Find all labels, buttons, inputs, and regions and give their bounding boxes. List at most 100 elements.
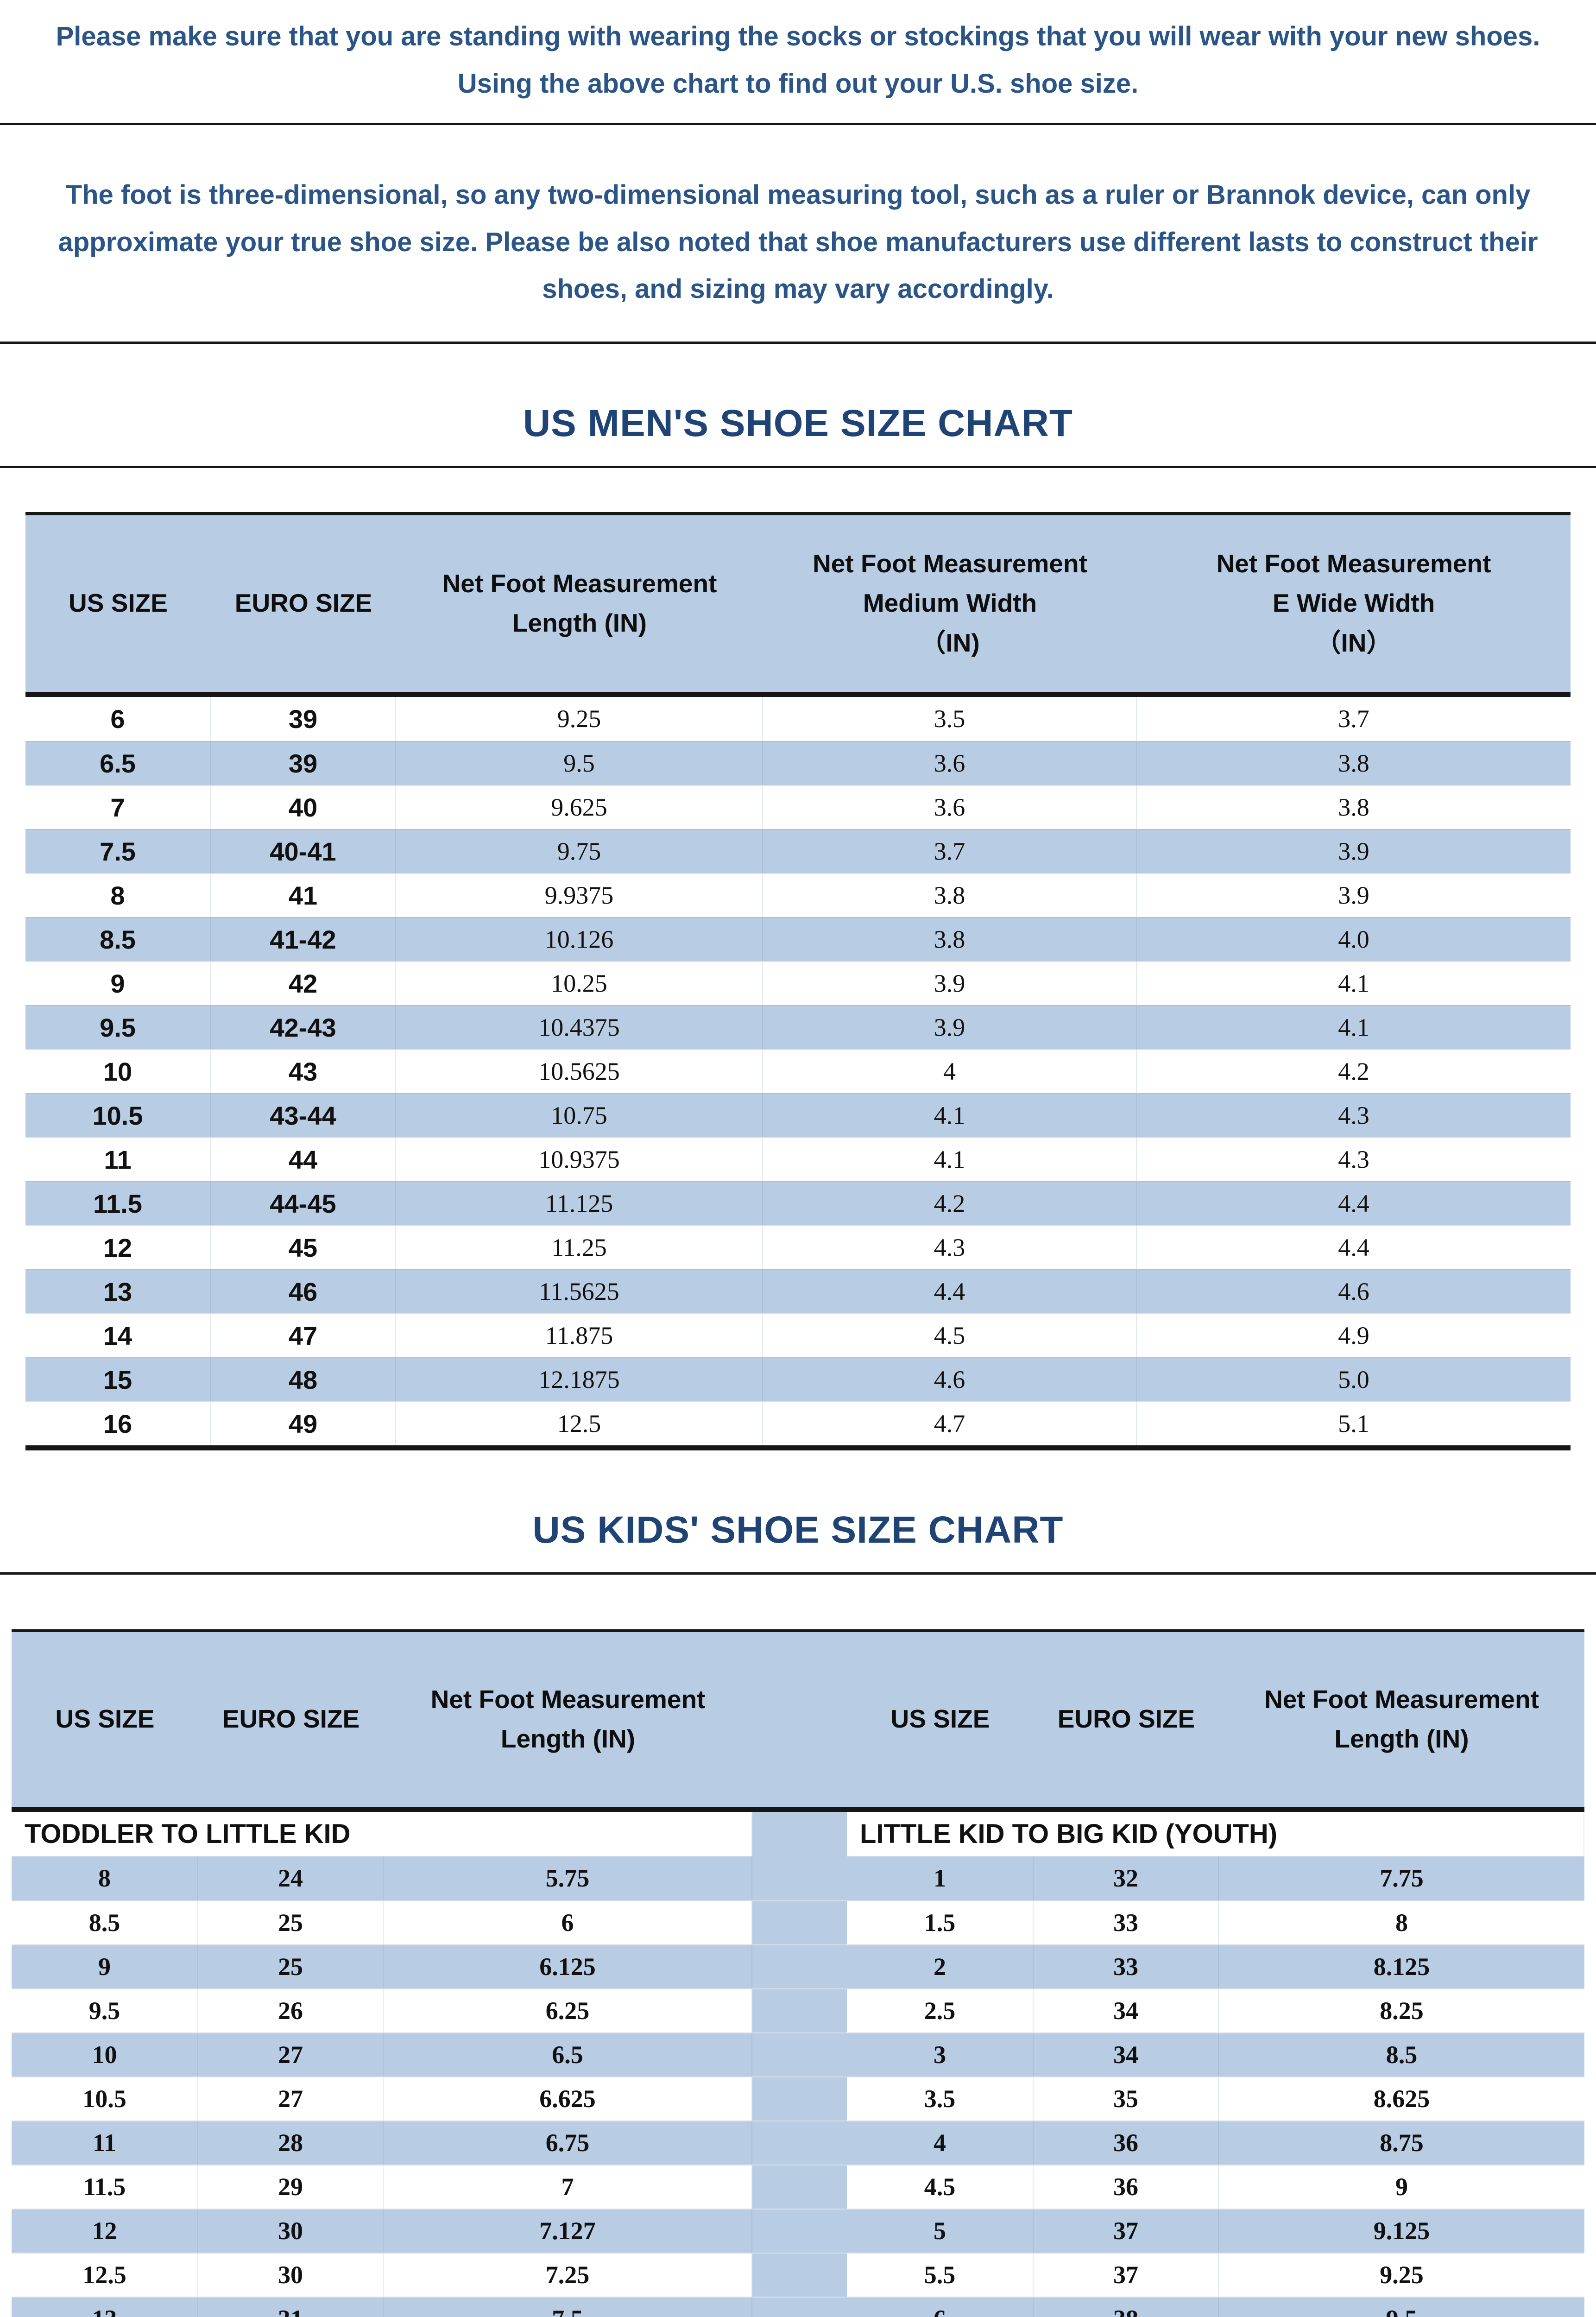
kids-table-cell: 12 [12, 2209, 198, 2253]
kids-gutter-cell [752, 2077, 847, 2121]
disclaimer-text: The foot is three-dimensional, so any tw… [58, 180, 1538, 304]
mens-table-row: 7.5 40-41 9.75 3.7 3.9 [25, 829, 1571, 873]
kids-table-cell: 26 [198, 1989, 384, 2032]
mens-header-medium-width: Net Foot Measurement Medium Width （IN) [813, 549, 1087, 657]
mens-table-cell: 4.6 [763, 1358, 1137, 1401]
kids-table-cell: 5.75 [384, 1856, 752, 1900]
kids-table-cell: 8.5 [12, 1901, 198, 1944]
mens-table-row: 6.5 39 9.5 3.6 3.8 [25, 741, 1571, 785]
mens-table-cell: 39 [211, 741, 396, 785]
kids-right-header-us-size: US SIZE [890, 1704, 990, 1734]
divider-4 [0, 1572, 1596, 1575]
kids-table-cell: 6.75 [384, 2121, 752, 2165]
kids-gutter-cell [752, 2253, 847, 2297]
kids-table-cell: 32 [1034, 1856, 1219, 1900]
mens-table-cell: 4.6 [1338, 1278, 1369, 1305]
mens-table-body: 6 39 9.25 3.5 3.7 6.5 39 9.5 3.6 3.8 7 40 9.625 3.6 3.… [25, 696, 1571, 1445]
kids-gutter-cell [752, 2297, 847, 2317]
kids-table-row: 13317.5 6389.5 [12, 2296, 1584, 2317]
mens-table-cell: 5.1 [1338, 1410, 1369, 1437]
mens-table-cell: 3.8 [1338, 749, 1369, 777]
fit-note-text: Please make sure that you are standing w… [56, 21, 1540, 99]
kids-section-gutter [752, 1811, 847, 1856]
kids-table-row: 9 25 6.125 2 33 8.125 [12, 1944, 1584, 1988]
mens-table-cell: 43 [211, 1050, 396, 1093]
kids-size-table: US SIZE EURO SIZE Net Foot Measurement L… [12, 1629, 1584, 2317]
mens-table-cell: 9.5 [25, 1006, 211, 1049]
kids-table-cell: 33 [1034, 1945, 1219, 1988]
kids-table-cell: 4 [847, 2121, 1034, 2165]
kids-table-cell: 34 [1034, 1989, 1219, 2032]
mens-table-cell: 14 [25, 1314, 211, 1357]
kids-table-row: 12.5 30 7.25 5.5 37 9.25 [12, 2252, 1584, 2297]
mens-table-cell: 11 [25, 1138, 211, 1181]
mens-table-cell: 9.75 [396, 829, 763, 873]
mens-header-us-size: US SIZE [69, 589, 168, 618]
kids-table-cell: 4.5 [847, 2165, 1034, 2209]
kids-table-cell: 9 [1395, 2173, 1408, 2201]
mens-table-cell: 39 [211, 696, 396, 741]
mens-table-cell: 11.5 [25, 1182, 211, 1225]
mens-table-cell: 10 [25, 1050, 211, 1093]
mens-table-cell: 4.0 [1338, 925, 1369, 953]
kids-table-cell: 11.5 [12, 2165, 198, 2209]
mens-table-cell: 46 [211, 1270, 396, 1313]
mens-table-cell: 11.5625 [396, 1270, 763, 1313]
kids-table-cell: 2.5 [847, 1989, 1034, 2032]
kids-table-cell: 24 [198, 1856, 384, 1900]
mens-table-cell: 13 [25, 1270, 211, 1313]
mens-table-cell: 10.5 [25, 1094, 211, 1137]
mens-table-cell: 4.3 [1338, 1146, 1369, 1173]
divider-3 [0, 465, 1596, 468]
mens-table-cell: 3.8 [1338, 793, 1369, 821]
kids-gutter-cell [752, 1856, 847, 1900]
mens-table-cell: 3.5 [763, 696, 1137, 741]
mens-table-cell: 5.0 [1338, 1366, 1369, 1393]
kids-section-header-row: TODDLER TO LITTLE KID LITTLE KID TO BIG … [12, 1811, 1584, 1856]
kids-table-cell: 25 [198, 1945, 384, 1988]
mens-table-cell: 9.9375 [396, 874, 763, 917]
kids-gutter-cell [752, 2209, 847, 2253]
kids-table-cell: 6.625 [384, 2077, 752, 2121]
mens-table-cell: 43-44 [211, 1094, 396, 1137]
mens-table-cell: 3.9 [763, 962, 1137, 1005]
mens-table-cell: 47 [211, 1314, 396, 1357]
mens-table-cell: 44 [211, 1138, 396, 1181]
mens-table-cell: 12.5 [396, 1402, 763, 1445]
kids-table-cell: 3 [847, 2033, 1034, 2076]
mens-table-row: 8.5 41-42 10.126 3.8 4.0 [25, 917, 1571, 961]
mens-table-cell: 8.5 [25, 918, 211, 961]
kids-table-row: 8.5 25 6 1.5 33 8 [12, 1900, 1584, 1944]
mens-header-euro-size: EURO SIZE [234, 589, 372, 618]
mens-table-cell: 4.3 [763, 1226, 1137, 1269]
kids-table-cell: 30 [198, 2209, 384, 2253]
mens-table-cell: 9.5 [396, 741, 763, 785]
mens-table-cell: 3.6 [763, 741, 1137, 785]
kids-right-header-euro-size: EURO SIZE [1057, 1704, 1195, 1734]
kids-table-cell: 6 [384, 1901, 752, 1944]
kids-table-cell: 6.125 [384, 1945, 752, 1988]
mens-table-cell: 4.1 [1338, 1013, 1369, 1041]
mens-table-cell: 4.4 [1338, 1190, 1369, 1217]
mens-size-table: US SIZE EURO SIZE Net Foot Measurement L… [25, 512, 1571, 1450]
mens-table-cell: 4.9 [1338, 1322, 1369, 1349]
mens-table-row: 16 49 12.5 4.7 5.1 [25, 1401, 1571, 1445]
kids-table-cell: 7.127 [384, 2209, 752, 2253]
mens-table-cell: 42 [211, 962, 396, 1005]
mens-table-cell: 4 [763, 1050, 1137, 1093]
mens-table-cell: 4.3 [1338, 1102, 1369, 1129]
kids-chart-title: US KIDS' SHOE SIZE CHART [532, 1508, 1064, 1551]
kids-table-cell: 1.5 [847, 1901, 1034, 1944]
mens-table-row: 9 42 10.25 3.9 4.1 [25, 961, 1571, 1005]
mens-header-length: Net Foot Measurement Length (IN) [442, 569, 717, 637]
kids-right-header-length: Net Foot Measurement Length (IN) [1264, 1684, 1539, 1753]
mens-table-row: 14 47 11.875 4.5 4.9 [25, 1313, 1571, 1357]
kids-gutter-cell [752, 1945, 847, 1988]
mens-table-cell: 3.7 [1338, 705, 1369, 733]
mens-table-row: 13 46 11.5625 4.4 4.6 [25, 1269, 1571, 1313]
mens-chart-title: US MEN'S SHOE SIZE CHART [523, 402, 1073, 444]
kids-left-header-euro-size: EURO SIZE [222, 1704, 360, 1734]
kids-table-cell: 30 [198, 2253, 384, 2297]
kids-table-cell: 1 [847, 1856, 1034, 1900]
mens-table-cell: 6.5 [25, 741, 211, 785]
